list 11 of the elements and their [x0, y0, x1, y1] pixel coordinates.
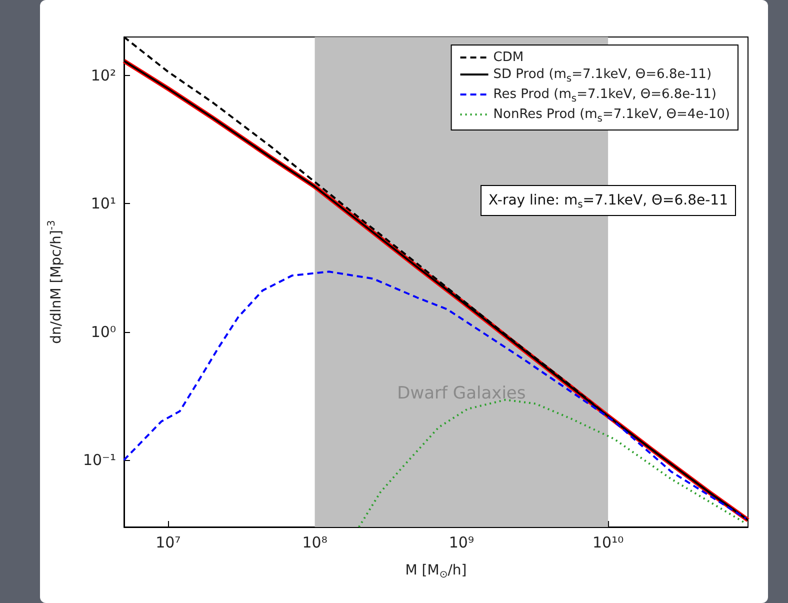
- y-tick-label: 10¹: [90, 194, 116, 213]
- legend-label: CDM: [493, 50, 524, 65]
- y-axis-title: dn/dlnM [Mpc/h]-3: [46, 220, 64, 344]
- y-tick-label: 10²: [90, 66, 116, 85]
- y-tick-label: 10⁻¹: [82, 451, 116, 469]
- x-tick-label: 10⁸: [302, 534, 328, 552]
- x-axis-title: M [M⊙/h]: [405, 562, 467, 580]
- y-tick-label: 10⁰: [90, 322, 116, 341]
- x-tick-label: 10¹⁰: [592, 534, 624, 552]
- x-tick-label: 10⁹: [448, 534, 474, 552]
- x-tick-label: 10⁷: [156, 534, 181, 552]
